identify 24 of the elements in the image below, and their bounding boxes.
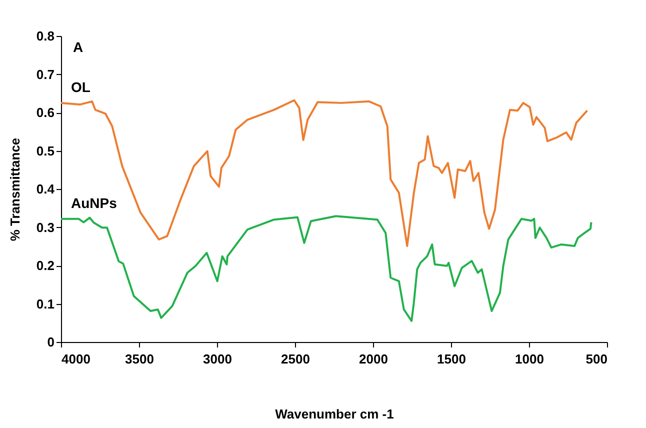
x-tick-label: 3500 <box>125 352 154 366</box>
series-label: AuNPs <box>71 194 118 211</box>
y-tick-label: 0.6 <box>36 105 54 120</box>
x-axis-title: Wavenumber cm -1 <box>275 406 394 422</box>
y-tick-label: 0.2 <box>36 258 54 273</box>
x-tick-label: 500 <box>586 352 608 366</box>
y-tick-label: 0 <box>47 334 54 350</box>
y-tick-label: 0.8 <box>36 28 54 44</box>
y-tick-label: 0.5 <box>36 143 54 158</box>
annotation: A <box>73 39 84 55</box>
line-series <box>61 215 592 322</box>
x-tick-label: 2500 <box>281 352 310 366</box>
x-tick-label: 4000 <box>62 352 90 366</box>
y-tick-label: 0.4 <box>36 182 56 196</box>
y-tick-label: 0.1 <box>36 296 54 312</box>
line-series <box>61 99 588 247</box>
x-tick-label: 1000 <box>515 352 544 366</box>
x-tick-label: 2000 <box>359 352 388 366</box>
x-tick-label: 1500 <box>437 352 466 366</box>
y-axis-title: % Transmittance <box>7 138 22 242</box>
x-tick-label: 3000 <box>203 352 232 366</box>
series-label: OL <box>71 78 91 95</box>
y-tick-label: 0.3 <box>36 220 54 235</box>
y-tick-label: 0.7 <box>36 66 54 82</box>
